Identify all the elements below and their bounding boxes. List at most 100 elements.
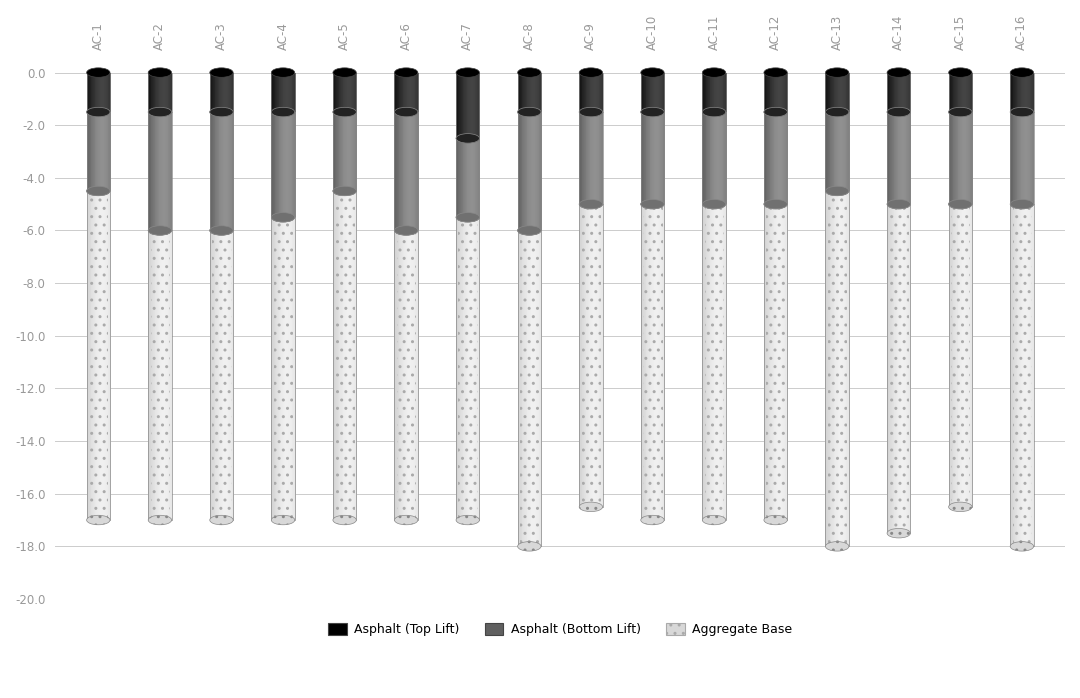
Ellipse shape [640,107,664,117]
Ellipse shape [86,107,110,117]
Legend: Asphalt (Top Lift), Asphalt (Bottom Lift), Aggregate Base: Asphalt (Top Lift), Asphalt (Bottom Lift… [323,618,797,641]
Ellipse shape [764,107,787,117]
Ellipse shape [210,107,233,117]
Ellipse shape [948,200,972,209]
Bar [1010,73,1034,112]
Bar [640,112,664,205]
Ellipse shape [394,68,418,77]
Ellipse shape [1010,542,1034,551]
Bar [764,112,787,205]
Ellipse shape [825,68,849,77]
Ellipse shape [517,68,541,77]
Ellipse shape [86,186,110,195]
Ellipse shape [825,542,849,551]
Ellipse shape [456,133,480,143]
Ellipse shape [887,200,910,209]
Ellipse shape [333,186,356,195]
Bar [1010,205,1034,547]
Bar [825,112,849,191]
Ellipse shape [333,107,356,117]
Bar [640,73,664,112]
Ellipse shape [948,107,972,117]
Ellipse shape [210,225,233,235]
Bar [148,73,172,112]
Bar [887,205,910,533]
Bar [579,112,603,205]
Ellipse shape [579,68,603,77]
Ellipse shape [764,107,787,117]
Bar [887,112,910,205]
Bar [948,73,972,112]
Ellipse shape [271,107,295,117]
Bar [456,138,480,217]
Bar [825,191,849,547]
Ellipse shape [640,200,664,209]
Bar [148,230,172,520]
Ellipse shape [394,107,418,117]
Ellipse shape [640,68,664,77]
Ellipse shape [394,515,418,525]
Ellipse shape [456,133,480,143]
Ellipse shape [333,515,356,525]
Ellipse shape [702,107,726,117]
Ellipse shape [394,225,418,235]
Ellipse shape [86,186,110,195]
Bar [394,230,418,520]
Ellipse shape [210,68,233,77]
Ellipse shape [148,68,172,77]
Ellipse shape [764,68,787,77]
Ellipse shape [517,107,541,117]
Ellipse shape [702,200,726,209]
Ellipse shape [579,107,603,117]
Ellipse shape [86,68,110,77]
Ellipse shape [1010,200,1034,209]
Ellipse shape [456,68,480,77]
Bar [86,73,110,112]
Bar [333,191,356,520]
Ellipse shape [1010,200,1034,209]
Ellipse shape [887,107,910,117]
Ellipse shape [456,213,480,222]
Bar [271,217,295,520]
Bar [948,112,972,205]
Ellipse shape [825,107,849,117]
Ellipse shape [517,225,541,235]
Ellipse shape [825,186,849,195]
Ellipse shape [148,107,172,117]
Ellipse shape [333,107,356,117]
Ellipse shape [825,107,849,117]
Ellipse shape [148,225,172,235]
Ellipse shape [1010,107,1034,117]
Bar [1010,112,1034,205]
Bar [764,73,787,112]
Ellipse shape [271,515,295,525]
Bar [887,73,910,112]
Ellipse shape [148,225,172,235]
Ellipse shape [702,107,726,117]
Ellipse shape [86,107,110,117]
Ellipse shape [702,200,726,209]
Bar [333,73,356,112]
Bar [948,205,972,507]
Ellipse shape [825,186,849,195]
Bar [702,205,726,520]
Ellipse shape [764,200,787,209]
Ellipse shape [456,213,480,222]
Bar [210,73,233,112]
Bar [86,112,110,191]
Ellipse shape [702,515,726,525]
Ellipse shape [517,107,541,117]
Ellipse shape [887,68,910,77]
Bar [394,73,418,112]
Ellipse shape [948,107,972,117]
Bar [579,205,603,507]
Ellipse shape [86,515,110,525]
Bar [825,73,849,112]
Ellipse shape [210,515,233,525]
Ellipse shape [1010,68,1034,77]
Ellipse shape [702,68,726,77]
Ellipse shape [887,200,910,209]
Bar [333,112,356,191]
Ellipse shape [764,515,787,525]
Ellipse shape [948,200,972,209]
